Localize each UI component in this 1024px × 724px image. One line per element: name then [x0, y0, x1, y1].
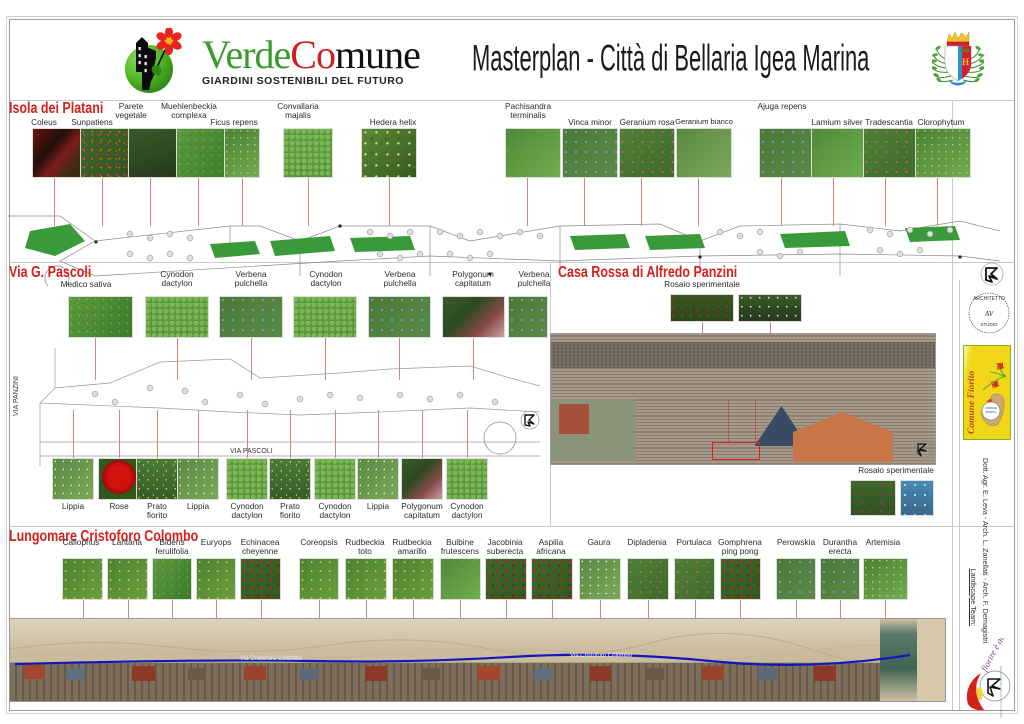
svg-text:Via Cristoforo Colombo: Via Cristoforo Colombo — [240, 656, 303, 662]
svg-text:ARCHITETTO: ARCHITETTO — [973, 296, 1005, 302]
svg-text:VIA PANZINI: VIA PANZINI — [13, 376, 20, 416]
svg-text:STUDIO: STUDIO — [980, 322, 998, 327]
svg-text:VIA PASCOLI: VIA PASCOLI — [230, 448, 273, 455]
svg-text:Comune Fiorito: Comune Fiorito — [967, 371, 977, 434]
svg-text:H: H — [962, 57, 969, 67]
svg-text:ASSOCIAZIONE PRODUTTORI FLORIC: ASSOCIAZIONE PRODUTTORI FLORICULTURA — [999, 666, 1002, 718]
svg-text:COMUNE: COMUNE — [985, 406, 997, 410]
svg-text:AV: AV — [984, 310, 994, 318]
svg-text:Via Cristoforo Colombo: Via Cristoforo Colombo — [570, 653, 633, 659]
svg-text:fiorire è accogliere: fiorire è accogliere — [979, 638, 1015, 673]
svg-text:FIORITO: FIORITO — [986, 410, 996, 414]
svg-text:APPROFLOR: APPROFLOR — [960, 680, 962, 714]
